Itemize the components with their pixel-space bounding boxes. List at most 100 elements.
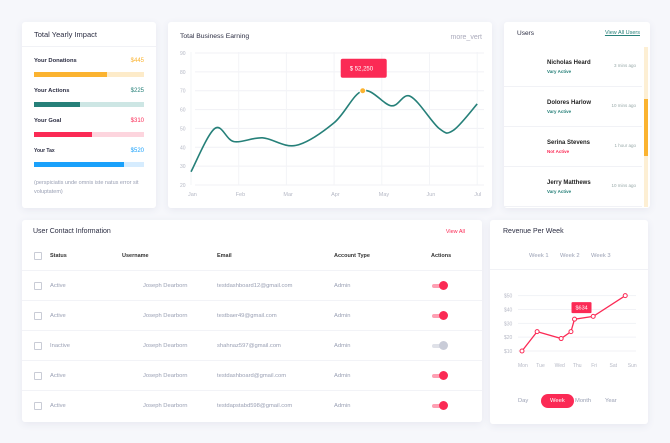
toggle-knob: [439, 371, 448, 380]
card-title: Users: [517, 30, 534, 37]
period-tab[interactable]: Month: [575, 398, 592, 404]
y-tick-label: $30: [504, 321, 513, 327]
x-tick-label: Jun: [427, 192, 436, 198]
scrollbar[interactable]: [644, 47, 648, 207]
revenue-week-card: Revenue Per Week Week 1 Week 2 Week 3 $10 $…: [490, 220, 648, 424]
y-tick-label: $40: [504, 307, 513, 313]
x-tick-label: Mon: [518, 363, 528, 369]
progress-bar: [34, 102, 144, 107]
week-tab[interactable]: Week 1: [529, 253, 549, 259]
row-username: Joseph Dearborn: [143, 343, 188, 349]
peak-point[interactable]: [359, 87, 367, 95]
period-tab[interactable]: Week: [541, 394, 574, 408]
toggle-knob: [439, 311, 448, 320]
header-email: Email: [217, 253, 232, 259]
progress-bar: [34, 132, 144, 137]
row-checkbox[interactable]: [34, 312, 42, 320]
user-time: 10 mins ago: [611, 103, 636, 108]
action-toggle[interactable]: [432, 281, 448, 290]
action-toggle[interactable]: [432, 311, 448, 320]
tooltip-text: $ 52,250: [350, 67, 374, 73]
y-tick-label: $10: [504, 349, 513, 355]
user-name: Jerry Matthews: [547, 180, 591, 186]
impact-value: $310: [130, 118, 144, 124]
period-tab[interactable]: Year: [605, 398, 617, 404]
user-item[interactable]: Nicholas Heard Vary Active 3 mins ago: [504, 47, 642, 87]
week-tab[interactable]: Week 3: [591, 253, 611, 259]
data-point[interactable]: [568, 329, 574, 335]
earning-line-chart: 20 30 40 50 60 70 80 90 Jan Feb Mar Apr May Jun Jul $ 5…: [180, 51, 484, 198]
progress-fill: [34, 132, 93, 137]
data-point[interactable]: [590, 313, 596, 319]
user-status: Vary Active: [547, 69, 572, 74]
x-tick-label: May: [379, 192, 390, 198]
row-checkbox[interactable]: [34, 402, 42, 410]
x-tick-label: Sun: [628, 363, 637, 369]
more-vert-icon[interactable]: more_vert: [450, 34, 482, 41]
row-username: Joseph Dearborn: [143, 313, 188, 319]
row-checkbox[interactable]: [34, 372, 42, 380]
impact-value: $225: [130, 88, 144, 94]
user-name: Serina Stevens: [547, 140, 591, 146]
row-status: Active: [50, 313, 66, 319]
period-tab[interactable]: Day: [518, 398, 529, 404]
select-all-checkbox[interactable]: [34, 252, 42, 260]
data-point[interactable]: [519, 348, 525, 354]
card-title: Revenue Per Week: [503, 228, 564, 235]
x-tick-label: Mar: [283, 192, 293, 198]
data-point[interactable]: [572, 316, 578, 322]
data-point[interactable]: [622, 293, 628, 299]
header-account-type: Account Type: [334, 253, 370, 259]
user-item[interactable]: Dolores Harlow Vary Active 10 mins ago: [504, 87, 642, 127]
x-tick-label: Fri: [591, 363, 597, 369]
row-email: testdashboard12@gmail.com: [217, 283, 293, 289]
user-item[interactable]: Jerry Matthews Vary Active 10 mins ago: [504, 167, 642, 207]
card-title: Total Yearly Impact: [34, 30, 97, 39]
view-all-users-link[interactable]: View All Users: [604, 30, 640, 36]
header-actions: Actions: [431, 253, 452, 259]
card-title: User Contact Information: [33, 228, 111, 235]
card-title: Total Business Earning: [180, 33, 250, 40]
impact-label: Your Actions: [34, 88, 70, 94]
progress-bar: [34, 162, 144, 167]
table-row: Active Joseph Dearborn testdashboard@gmail…: [22, 360, 482, 390]
data-point[interactable]: [558, 336, 564, 342]
row-email: shahnaz597@gmail.com: [217, 343, 281, 349]
action-toggle[interactable]: [432, 371, 448, 380]
action-toggle[interactable]: [432, 401, 448, 410]
y-tick-label: 90: [180, 51, 186, 57]
row-username: Joseph Dearborn: [143, 373, 188, 379]
user-contact-card: User Contact Information View All Status…: [22, 220, 482, 422]
action-toggle[interactable]: [432, 341, 448, 350]
header-username: Username: [122, 253, 149, 259]
table-row: Active Joseph Dearborn testdapstabd598@gma…: [22, 390, 482, 420]
progress-fill: [34, 162, 125, 167]
view-all-link[interactable]: View All: [445, 229, 465, 235]
row-status: Active: [50, 373, 66, 379]
earning-series-line: [190, 89, 478, 173]
row-email: testdashboard@gmail.com: [217, 373, 287, 379]
row-status: Active: [50, 403, 66, 409]
data-point[interactable]: [534, 329, 540, 335]
user-item[interactable]: Serina Stevens Not Active 1 hour ago: [504, 127, 642, 167]
progress-fill: [34, 72, 107, 77]
row-email: testdapstabd598@gmail.com: [217, 403, 293, 409]
user-name: Dolores Harlow: [547, 100, 592, 106]
row-account-type: Admin: [334, 373, 351, 379]
user-time: 3 mins ago: [613, 63, 636, 68]
row-checkbox[interactable]: [34, 282, 42, 290]
scrollbar-thumb[interactable]: [644, 99, 648, 156]
header-status: Status: [50, 253, 67, 259]
x-tick-label: Thu: [573, 363, 582, 369]
row-account-type: Admin: [334, 343, 351, 349]
table-row: Active Joseph Dearborn testdashboard12@gma…: [22, 270, 482, 300]
impact-value: $445: [130, 58, 144, 64]
week-tab[interactable]: Week 2: [560, 253, 580, 259]
tooltip: [571, 302, 592, 314]
y-tick-label: 80: [180, 70, 186, 76]
y-tick-label: $50: [504, 294, 513, 300]
impact-row: Your Donations $445: [34, 58, 144, 80]
y-tick-label: $20: [504, 335, 513, 341]
row-checkbox[interactable]: [34, 342, 42, 350]
impact-note: (perspiciatis unde omnis iste natus erro…: [34, 180, 139, 195]
